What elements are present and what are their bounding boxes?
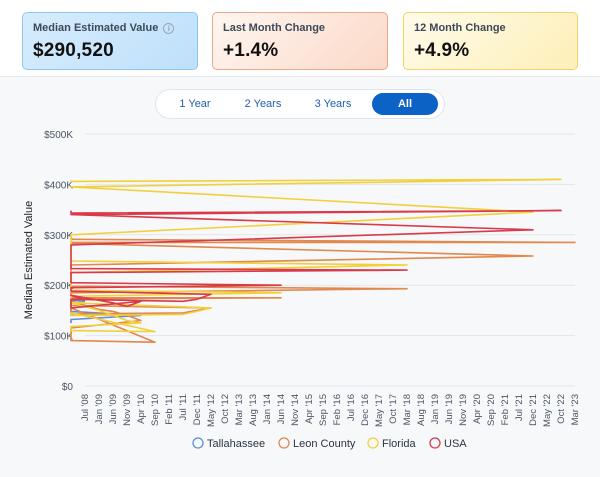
x-tick-label: Jun '14 — [276, 394, 287, 424]
legend-marker — [367, 437, 379, 449]
series-line-florida — [70, 178, 562, 333]
x-tick-label: Nov '19 — [458, 394, 469, 426]
legend-marker — [278, 437, 290, 449]
x-tick-label: Dec '21 — [528, 394, 539, 426]
y-tick-label: $100K — [44, 332, 73, 343]
legend-label: USA — [444, 438, 467, 450]
x-tick-label: Aug '13 — [248, 394, 259, 426]
x-tick-label: Jul '08 — [80, 394, 91, 421]
legend-marker — [192, 437, 204, 449]
x-tick-label: Oct '12 — [220, 394, 231, 424]
x-tick-label: Feb '21 — [500, 394, 511, 425]
x-tick-label: Dec '11 — [192, 394, 203, 425]
chart-legend: Tallahassee Leon County Florida USA — [192, 437, 467, 450]
x-tick-label: Jun '09 — [108, 394, 119, 424]
x-tick-label: Jul '16 — [346, 394, 357, 421]
x-tick-label: Mar '13 — [234, 394, 245, 425]
info-icon[interactable]: i — [163, 22, 175, 34]
x-tick-label: Apr '15 — [304, 394, 315, 424]
last-month-change-label: Last Month Change — [223, 22, 326, 34]
x-tick-label: Mar '18 — [402, 394, 413, 425]
last-month-change-card: Last Month Change +1.4% — [212, 12, 388, 70]
twelve-month-change-value: +4.9% — [414, 40, 470, 61]
x-tick-label: Dec '16 — [360, 394, 371, 426]
legend-label: Florida — [382, 438, 417, 450]
last-month-change-value: +1.4% — [223, 40, 279, 61]
x-tick-label: Apr '20 — [472, 394, 483, 424]
median-value-card: Median Estimated Value i $290,520 — [22, 12, 198, 70]
x-axis-ticks: Jul '08 Jan '09 Jun '09 Nov '09 Apr '10 Sep '… — [80, 394, 581, 427]
legend-item-tallahassee[interactable]: Tallahassee — [192, 437, 265, 450]
legend-label: Leon County — [293, 438, 356, 450]
x-tick-label: Aug '18 — [416, 394, 427, 426]
x-tick-label: Jun '19 — [444, 394, 455, 424]
x-tick-label: Nov '14 — [290, 394, 301, 426]
x-tick-label: Sep '15 — [318, 394, 329, 426]
x-tick-label: Apr '10 — [136, 394, 147, 424]
x-tick-label: Sep '20 — [486, 394, 497, 426]
series-line-usa — [70, 209, 562, 309]
tab-3-years[interactable]: 3 Years — [314, 98, 352, 110]
tab-all[interactable]: All — [372, 93, 438, 115]
y-axis-label: Median Estimated Value — [23, 201, 35, 319]
x-tick-label: Jan '14 — [262, 394, 273, 424]
tab-2-years[interactable]: 2 Years — [244, 98, 282, 110]
x-tick-label: Feb '11 — [164, 394, 175, 425]
x-tick-label: Jan '19 — [430, 394, 441, 424]
x-tick-label: Oct '17 — [388, 394, 399, 424]
tab-1-year[interactable]: 1 Year — [179, 98, 211, 110]
chart-lines — [70, 178, 576, 344]
legend-item-florida[interactable]: Florida — [367, 437, 417, 450]
twelve-month-change-label: 12 Month Change — [414, 22, 506, 34]
x-tick-label: Nov '09 — [122, 394, 133, 426]
y-axis-ticks: $0 $100K $200K $300K $400K $500K — [44, 130, 73, 393]
x-tick-label: Sep '10 — [150, 394, 161, 426]
y-tick-label: $300K — [44, 231, 73, 242]
summary-cards: Median Estimated Value i $290,520 Last M… — [22, 12, 578, 70]
chart-grid — [85, 133, 575, 387]
legend-item-leon-county[interactable]: Leon County — [278, 437, 356, 450]
range-tabs: 1 Year 2 Years 3 Years All — [155, 89, 445, 119]
x-tick-label: Jul '11 — [178, 394, 189, 420]
x-tick-label: May '12 — [206, 394, 217, 427]
x-tick-label: Mar '23 — [570, 394, 581, 425]
x-tick-label: May '17 — [374, 394, 385, 427]
x-tick-label: Oct '22 — [556, 394, 567, 424]
legend-label: Tallahassee — [207, 438, 265, 450]
x-tick-label: Feb '16 — [332, 394, 343, 425]
x-tick-label: Jan '09 — [94, 394, 105, 424]
x-tick-label: May '22 — [542, 394, 553, 427]
x-tick-label: Jul '21 — [514, 394, 525, 421]
median-value: $290,520 — [33, 40, 114, 61]
twelve-month-change-card: 12 Month Change +4.9% — [403, 12, 578, 70]
legend-item-usa[interactable]: USA — [429, 437, 467, 450]
y-tick-label: $0 — [62, 382, 74, 393]
chart-panel — [0, 76, 600, 477]
legend-marker — [429, 437, 441, 449]
y-tick-label: $200K — [44, 281, 73, 292]
median-value-label: Median Estimated Value — [33, 22, 159, 34]
y-tick-label: $400K — [44, 180, 73, 191]
y-tick-label: $500K — [44, 130, 73, 141]
